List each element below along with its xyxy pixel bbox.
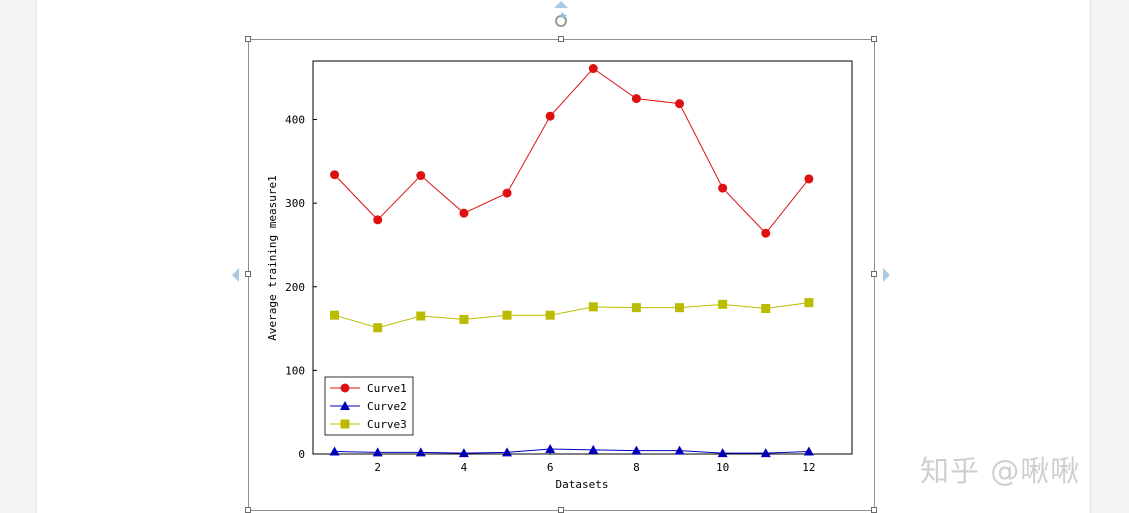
data-point-curve1 [373, 215, 383, 225]
x-tick-label: 10 [716, 461, 729, 474]
data-point-curve1 [416, 171, 426, 181]
data-point-curve1 [675, 99, 685, 109]
data-point-curve2 [631, 445, 642, 455]
data-point-curve3 [330, 310, 340, 320]
x-tick-label: 12 [802, 461, 815, 474]
data-point-curve1 [545, 111, 555, 121]
y-axis-label: Average training measure1 [266, 175, 279, 341]
resize-handle-middle-left[interactable] [245, 271, 251, 277]
data-point-curve3 [545, 310, 555, 320]
data-point-curve1 [804, 174, 814, 184]
data-point-curve3 [718, 299, 728, 309]
x-tick-label: 6 [547, 461, 554, 474]
watermark-text: 知乎 @啾啾 [920, 454, 1081, 488]
series-lines [334, 67, 810, 454]
data-point-curve3 [502, 310, 512, 320]
resize-handle-top-right[interactable] [871, 36, 877, 42]
axis-ticks: 2 4 6 8 10 12 0 100 200 300 400 [285, 114, 815, 474]
data-point-curve3 [373, 323, 383, 333]
rotate-icon[interactable] [553, 12, 569, 28]
data-point-curve2 [760, 448, 771, 458]
series-line-curve2 [334, 448, 809, 454]
data-point-curve2 [545, 443, 556, 453]
data-point-curve1 [631, 94, 641, 104]
data-point-curve2 [803, 446, 814, 456]
up-arrow-icon[interactable] [554, 1, 568, 8]
data-point-curve3 [631, 303, 641, 313]
y-tick-label: 400 [285, 114, 305, 127]
data-point-curve3 [588, 302, 598, 312]
right-arrow-icon[interactable] [883, 268, 890, 282]
legend-label: Curve1 [367, 382, 407, 395]
data-point-curve2 [372, 447, 383, 457]
data-point-curve2 [502, 447, 513, 457]
data-point-curve2 [588, 444, 599, 454]
y-tick-label: 300 [285, 197, 305, 210]
legend-label: Curve2 [367, 400, 407, 413]
data-point-curve2 [717, 448, 728, 458]
data-point-curve1 [588, 64, 598, 74]
data-point-curve3 [804, 298, 814, 308]
data-point-curve2 [458, 448, 469, 458]
data-point-curve1 [330, 170, 340, 180]
data-point-curve1 [459, 208, 469, 218]
resize-handle-top-left[interactable] [245, 36, 251, 42]
data-point-curve2 [329, 446, 340, 456]
y-tick-label: 0 [298, 448, 305, 461]
series-markers [329, 64, 814, 458]
legend-label: Curve3 [367, 418, 407, 431]
legend-marker [340, 401, 350, 410]
data-point-curve3 [416, 311, 426, 321]
x-tick-label: 8 [633, 461, 640, 474]
legend-marker [340, 383, 350, 393]
x-tick-label: 4 [461, 461, 468, 474]
x-tick-label: 2 [374, 461, 381, 474]
left-arrow-icon[interactable] [232, 268, 239, 282]
data-point-curve1 [761, 228, 771, 238]
legend: Curve1 Curve2 Curve3 [324, 376, 414, 436]
resize-handle-top-middle[interactable] [558, 36, 564, 42]
series-line-curve1 [334, 67, 810, 235]
data-point-curve3 [761, 304, 771, 314]
data-point-curve2 [674, 445, 685, 455]
data-point-curve2 [415, 447, 426, 457]
data-point-curve3 [459, 314, 469, 324]
resize-handle-middle-right[interactable] [871, 271, 877, 277]
data-point-curve1 [718, 183, 728, 193]
data-point-curve3 [675, 303, 685, 313]
legend-marker [340, 419, 350, 429]
series-line-curve3 [334, 302, 809, 329]
data-point-curve1 [502, 188, 512, 198]
y-tick-label: 200 [285, 281, 305, 294]
x-axis-label: Datasets [556, 478, 609, 491]
y-tick-label: 100 [285, 364, 305, 377]
